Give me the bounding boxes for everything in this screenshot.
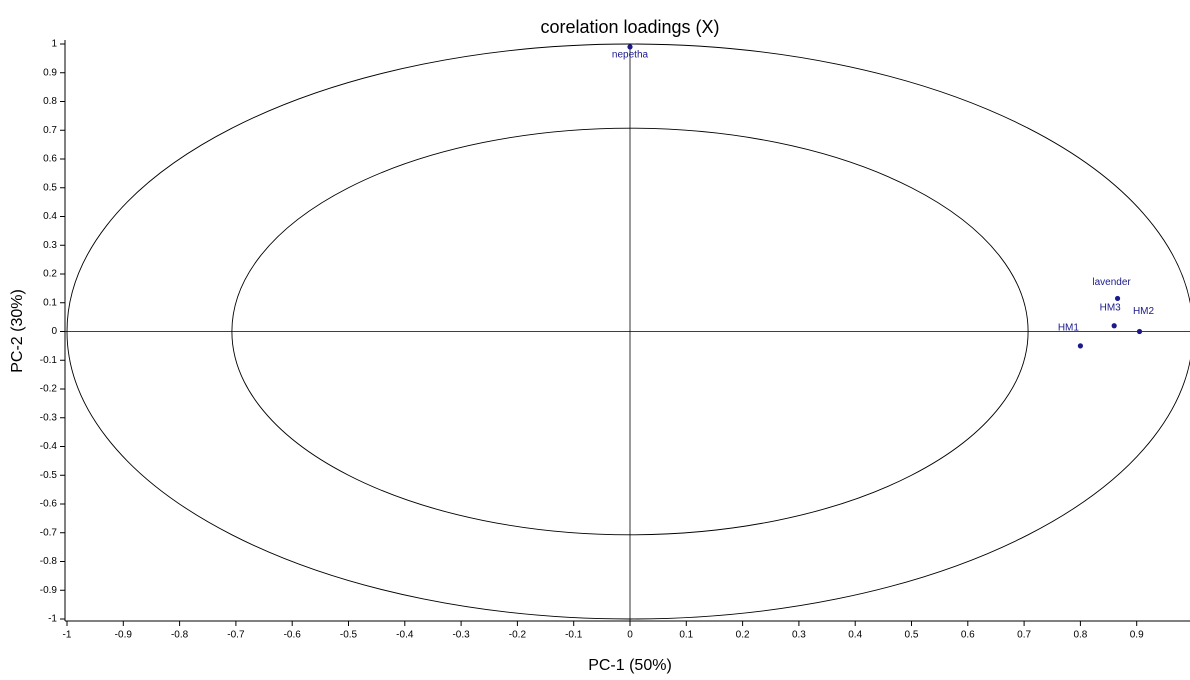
point-label: HM1 [1058, 323, 1080, 334]
y-tick-label: -0.8 [40, 556, 58, 567]
point-label: lavender [1092, 277, 1131, 288]
y-tick-label: 0 [51, 326, 57, 337]
y-axis-label: PC-2 (30%) [9, 289, 26, 373]
x-tick-label: 0.9 [1130, 630, 1144, 641]
point [1111, 323, 1117, 329]
x-tick-label: -0.8 [171, 630, 189, 641]
x-tick-label: -0.6 [284, 630, 302, 641]
y-tick-label: -0.4 [40, 441, 58, 452]
y-tick-label: 1 [51, 39, 57, 50]
x-axis-label: PC-1 (50%) [588, 657, 672, 674]
y-tick-label: 0.1 [43, 297, 57, 308]
x-tick-label: -0.3 [452, 630, 470, 641]
y-tick-label: -1 [48, 614, 57, 625]
x-tick-label: 0.1 [679, 630, 693, 641]
chart-title: corelation loadings (X) [540, 17, 719, 37]
x-tick-label: 0 [627, 630, 633, 641]
x-tick-label: 0.2 [736, 630, 750, 641]
point [1077, 343, 1083, 349]
x-tick-label: -0.7 [227, 630, 245, 641]
y-tick-label: -0.6 [40, 499, 58, 510]
point [627, 44, 633, 50]
y-tick-label: 0.2 [43, 269, 57, 280]
point-label: nepetha [612, 50, 649, 61]
y-tick-label: 0.8 [43, 96, 57, 107]
point-label: HM2 [1133, 306, 1155, 317]
x-tick-label: 0.8 [1073, 630, 1087, 641]
y-tick-label: 0.7 [43, 125, 57, 136]
y-tick-label: 0.9 [43, 67, 57, 78]
y-tick-label: -0.5 [40, 470, 58, 481]
correlation-circle [231, 127, 1029, 536]
correlation-circle [66, 43, 1190, 620]
y-tick-label: -0.3 [40, 412, 58, 423]
x-tick-label: 0.4 [848, 630, 862, 641]
x-tick-label: -0.2 [509, 630, 527, 641]
y-tick-label: -0.7 [40, 527, 58, 538]
x-tick-label: -0.9 [115, 630, 133, 641]
y-tick-label: -0.2 [40, 384, 58, 395]
x-tick-label: 0.5 [905, 630, 919, 641]
x-tick-label: -0.4 [396, 630, 414, 641]
x-tick-label: -0.1 [565, 630, 583, 641]
x-tick-label: 0.6 [961, 630, 975, 641]
point-label: HM3 [1100, 302, 1122, 313]
y-tick-label: -0.9 [40, 585, 58, 596]
y-tick-label: -0.1 [40, 355, 58, 366]
y-tick-label: 0.3 [43, 240, 57, 251]
x-tick-label: 0.3 [792, 630, 806, 641]
x-tick-label: 0.7 [1017, 630, 1031, 641]
x-tick-label: -1 [63, 630, 72, 641]
point [1114, 295, 1121, 302]
y-tick-label: 0.5 [43, 182, 57, 193]
x-tick-label: -0.5 [340, 630, 358, 641]
y-tick-label: 0.4 [43, 211, 57, 222]
point [1136, 328, 1143, 335]
y-tick-label: 0.6 [43, 154, 57, 165]
